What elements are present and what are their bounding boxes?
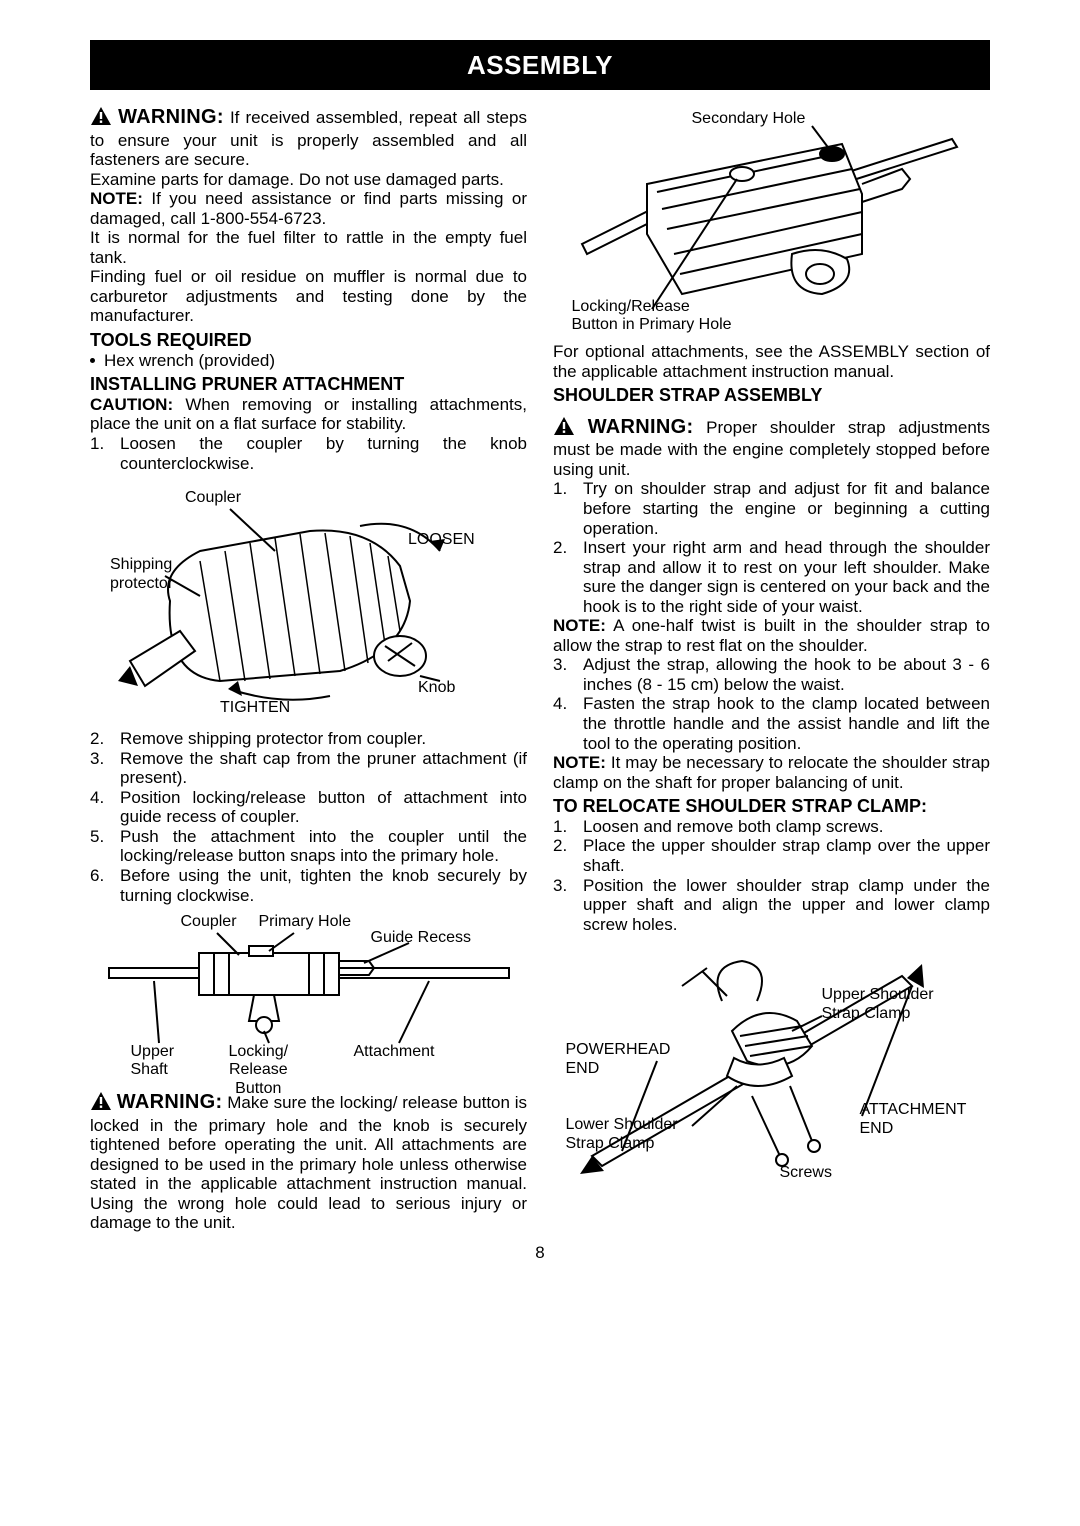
note-label: NOTE: [553, 753, 606, 772]
note-label: NOTE: [553, 616, 606, 635]
left-column: WARNING: If received assembled, repeat a… [90, 106, 527, 1233]
fig-label-lock: Locking/ReleaseButton in Primary Hole [572, 298, 732, 335]
page-number: 8 [90, 1243, 990, 1263]
note-text: It may be necessary to relocate the shou… [553, 753, 990, 792]
figure-shoulder-clamp: Upper ShoulderStrap Clamp POWERHEADEND L… [562, 946, 982, 1186]
fig-label-lowerclamp: Lower ShoulderStrap Clamp [566, 1116, 678, 1153]
body-text: Examine parts for damage. Do not use dam… [90, 170, 527, 190]
section-heading: SHOULDER STRAP ASSEMBLY [553, 385, 990, 406]
warning-label: WARNING: [117, 1091, 223, 1113]
header-bar: ASSEMBLY [90, 40, 990, 90]
list-item: Push the attachment into the coupler unt… [120, 827, 527, 866]
fig-label-screws: Screws [780, 1164, 832, 1182]
fig-label-tighten: TIGHTEN [220, 699, 290, 717]
warning-label: WARNING: [588, 416, 694, 438]
list-item: Position the lower shoulder strap clamp … [583, 876, 990, 934]
warning-text: Make sure the locking/ release button is… [90, 1093, 527, 1232]
body-text: Finding fuel or oil residue on muffler i… [90, 267, 527, 326]
warning-icon [553, 416, 575, 441]
warning-icon [90, 1091, 112, 1116]
fig-label-upperclamp: Upper ShoulderStrap Clamp [822, 986, 934, 1023]
numbered-list: 1.Try on shoulder strap and adjust for f… [553, 479, 990, 616]
fig-label-primary: Primary Hole [259, 913, 351, 931]
list-item: Adjust the strap, allowing the hook to b… [583, 655, 990, 694]
page-title: ASSEMBLY [90, 40, 990, 90]
numbered-list: 2.Remove shipping protector from coupler… [90, 729, 527, 905]
fig-label-coupler: Coupler [185, 489, 241, 507]
list-item: Place the upper shoulder strap clamp ove… [583, 836, 990, 875]
note-text: If you need assistance or find parts mis… [90, 189, 527, 228]
numbered-list: 3.Adjust the strap, allowing the hook to… [553, 655, 990, 753]
fig-label-loosen: LOOSEN [408, 531, 475, 549]
body-text: It is normal for the fuel filter to ratt… [90, 228, 527, 267]
fig-label-guide: Guide Recess [371, 929, 472, 947]
fig-label-coupler: Coupler [181, 913, 237, 931]
list-item: Insert your right arm and head through t… [583, 538, 990, 616]
section-heading: TOOLS REQUIRED [90, 330, 527, 351]
note-text: A one-half twist is built in the shoulde… [553, 616, 990, 655]
figure-coupler-3d: Secondary Hole Locking/ReleaseButton in … [562, 114, 982, 334]
section-heading: TO RELOCATE SHOULDER STRAP CLAMP: [553, 796, 990, 817]
list-item: Loosen the coupler by turning the knob c… [120, 434, 527, 473]
fig-label-upper: UpperShaft [131, 1043, 175, 1080]
fig-label-secondary: Secondary Hole [692, 110, 806, 128]
list-item: Position locking/release button of attac… [120, 788, 527, 827]
list-item: Remove shipping protector from coupler. [120, 729, 426, 748]
section-heading: INSTALLING PRUNER ATTACHMENT [90, 374, 527, 395]
fig-label-knob: Knob [418, 679, 455, 697]
warning-label: WARNING: [118, 106, 224, 128]
warning-icon [90, 106, 112, 131]
numbered-list: 1.Loosen the coupler by turning the knob… [90, 434, 527, 473]
list-item: Loosen and remove both clamp screws. [583, 817, 884, 836]
list-item: Fasten the strap hook to the clamp locat… [583, 694, 990, 752]
figure-coupler-knob: Coupler LOOSEN Shipping protector TIGHTE… [110, 481, 490, 721]
numbered-list: 1.Loosen and remove both clamp screws. 2… [553, 817, 990, 934]
note-label: NOTE: [90, 189, 143, 208]
figure-shaft-coupler: Coupler Primary Hole Guide Recess UpperS… [99, 913, 519, 1083]
fig-label-powerhead: POWERHEADEND [566, 1041, 671, 1078]
fig-label-attachend: ATTACHMENTEND [860, 1101, 967, 1138]
right-column: Secondary Hole Locking/ReleaseButton in … [553, 106, 990, 1233]
list-item: Before using the unit, tighten the knob … [120, 866, 527, 905]
fig-label-lockrel: Locking/ReleaseButton [229, 1043, 289, 1098]
fig-label-attach: Attachment [354, 1043, 435, 1061]
list-item: Try on shoulder strap and adjust for fit… [583, 479, 990, 537]
list-item: Remove the shaft cap from the pruner att… [120, 749, 527, 788]
caution-label: CAUTION: [90, 395, 173, 414]
bullet-item: Hex wrench (provided) [90, 351, 527, 371]
fig-label-shipping: Shipping protector [110, 556, 180, 593]
body-text: For optional attachments, see the ASSEMB… [553, 342, 990, 381]
